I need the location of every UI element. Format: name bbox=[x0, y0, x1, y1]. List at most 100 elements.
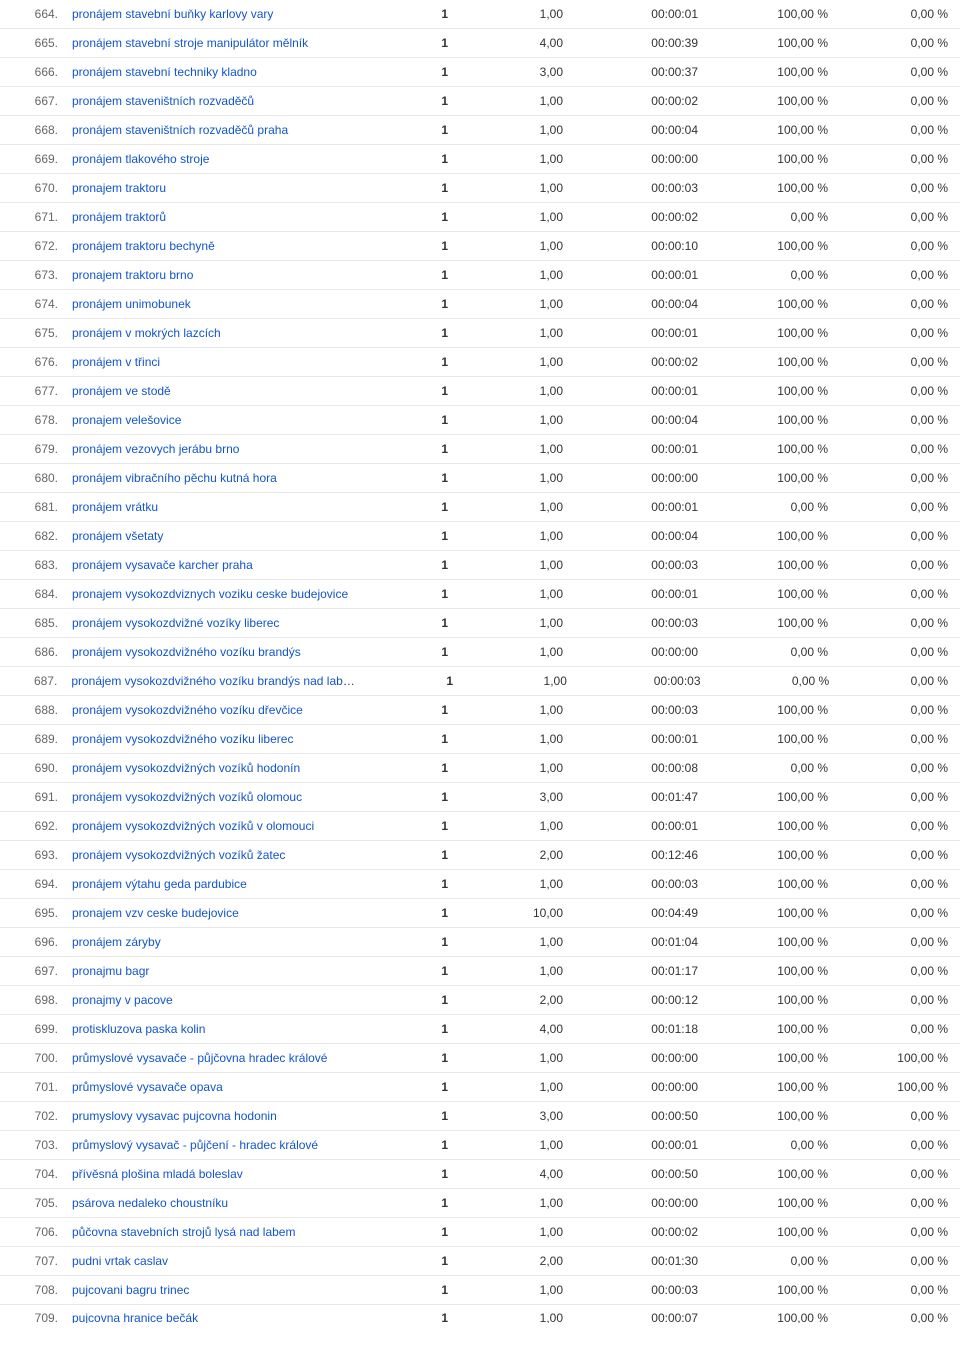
keyword-link[interactable]: pronájem vysokozdvižného vozíku liberec bbox=[72, 732, 293, 746]
keyword-link[interactable]: pronájem vezovych jerábu brno bbox=[72, 442, 239, 456]
keyword-link[interactable]: pronajem traktoru bbox=[72, 181, 166, 195]
metric-bounce-pct: 0,00 % bbox=[848, 65, 960, 79]
row-index: 697. bbox=[0, 964, 60, 978]
row-keyword-cell: pronájem staveništních rozvaděčů bbox=[60, 94, 358, 108]
table-row: 672.pronájem traktoru bechyně11,0000:00:… bbox=[0, 232, 960, 261]
row-keyword-cell: pronájem vysokozdvižného vozíku dřevčice bbox=[60, 703, 358, 717]
metric-pages-per-visit: 1,00 bbox=[473, 674, 587, 688]
table-row: 668.pronájem staveništních rozvaděčů pra… bbox=[0, 116, 960, 145]
metric-visits: 1 bbox=[358, 1080, 468, 1094]
row-keyword-cell: průmyslový vysavač - půjčení - hradec kr… bbox=[60, 1138, 358, 1152]
table-row: 691.pronájem vysokozdvižných vozíků olom… bbox=[0, 783, 960, 812]
keyword-link[interactable]: pronájem vysavače karcher praha bbox=[72, 558, 253, 572]
row-keyword-cell: pronájem vysokozdvižných vozíků hodonín bbox=[60, 761, 358, 775]
metric-pages-per-visit: 2,00 bbox=[468, 993, 583, 1007]
metric-visits: 1 bbox=[358, 529, 468, 543]
keyword-link[interactable]: přívěsná plošina mladá boleslav bbox=[72, 1167, 243, 1181]
keyword-link[interactable]: pronájem traktoru bechyně bbox=[72, 239, 215, 253]
metric-duration: 00:01:18 bbox=[583, 1022, 718, 1036]
metric-pages-per-visit: 1,00 bbox=[468, 384, 583, 398]
metric-new-visits-pct: 100,00 % bbox=[718, 297, 848, 311]
keyword-link[interactable]: pronájem traktorů bbox=[72, 210, 166, 224]
metric-duration: 00:00:04 bbox=[583, 529, 718, 543]
metric-bounce-pct: 0,00 % bbox=[848, 152, 960, 166]
keyword-link[interactable]: pronájem vysokozdvižných vozíků olomouc bbox=[72, 790, 302, 804]
keyword-link[interactable]: pronájem vysokozdvižného vozíku brandýs bbox=[72, 645, 301, 659]
row-index: 667. bbox=[0, 94, 60, 108]
keyword-link[interactable]: psárova nedaleko choustníku bbox=[72, 1196, 228, 1210]
keyword-link[interactable]: protiskluzova paska kolin bbox=[72, 1022, 205, 1036]
keyword-link[interactable]: pujcovani bagru trinec bbox=[72, 1283, 189, 1297]
row-keyword-cell: půčovna stavebních strojů lysá nad labem bbox=[60, 1225, 358, 1239]
metric-new-visits-pct: 100,00 % bbox=[718, 384, 848, 398]
metric-new-visits-pct: 100,00 % bbox=[718, 819, 848, 833]
metric-duration: 00:00:01 bbox=[583, 819, 718, 833]
metric-visits: 1 bbox=[358, 471, 468, 485]
keyword-link[interactable]: pronájem stavební buňky karlovy vary bbox=[72, 7, 273, 21]
metric-new-visits-pct: 100,00 % bbox=[718, 790, 848, 804]
metric-pages-per-visit: 1,00 bbox=[468, 1283, 583, 1297]
keyword-link[interactable]: pronájem záryby bbox=[72, 935, 161, 949]
keyword-link[interactable]: pronájem ve stodě bbox=[72, 384, 171, 398]
metric-duration: 00:01:04 bbox=[583, 935, 718, 949]
keyword-link[interactable]: pronájem staveništních rozvaděčů praha bbox=[72, 123, 288, 137]
keyword-link[interactable]: pronájem vysokozdvižných vozíků žatec bbox=[72, 848, 285, 862]
keyword-link[interactable]: průmyslové vysavače - půjčovna hradec kr… bbox=[72, 1051, 327, 1065]
keyword-link[interactable]: pudni vrtak caslav bbox=[72, 1254, 168, 1268]
row-index: 703. bbox=[0, 1138, 60, 1152]
keyword-link[interactable]: prumyslovy vysavac pujcovna hodonin bbox=[72, 1109, 277, 1123]
keyword-link[interactable]: pronájem stavební techniky kladno bbox=[72, 65, 257, 79]
keyword-link[interactable]: průmyslové vysavače opava bbox=[72, 1080, 223, 1094]
keyword-link[interactable]: pronájem v třinci bbox=[72, 355, 160, 369]
keyword-link[interactable]: pronajem velešovice bbox=[72, 413, 181, 427]
keyword-link[interactable]: pronájem unimobunek bbox=[72, 297, 191, 311]
keyword-link[interactable]: pronájem tlakového stroje bbox=[72, 152, 209, 166]
metric-new-visits-pct: 100,00 % bbox=[718, 1022, 848, 1036]
metric-new-visits-pct: 0,00 % bbox=[718, 761, 848, 775]
metric-bounce-pct: 0,00 % bbox=[848, 355, 960, 369]
row-keyword-cell: pronajem vysokozdviznych voziku ceske bu… bbox=[60, 587, 358, 601]
metric-new-visits-pct: 100,00 % bbox=[718, 1051, 848, 1065]
metric-bounce-pct: 0,00 % bbox=[848, 1225, 960, 1239]
metric-bounce-pct: 0,00 % bbox=[848, 7, 960, 21]
keyword-link[interactable]: pronájem staveništních rozvaděčů bbox=[72, 94, 254, 108]
metric-duration: 00:00:12 bbox=[583, 993, 718, 1007]
table-row: 702.prumyslovy vysavac pujcovna hodonin1… bbox=[0, 1102, 960, 1131]
keyword-link[interactable]: pronajmu bagr bbox=[72, 964, 149, 978]
metric-visits: 1 bbox=[358, 500, 468, 514]
keyword-link[interactable]: pronajem vysokozdviznych voziku ceske bu… bbox=[72, 587, 348, 601]
metric-new-visits-pct: 100,00 % bbox=[718, 181, 848, 195]
metric-duration: 00:00:01 bbox=[583, 268, 718, 282]
keyword-link[interactable]: půčovna stavebních strojů lysá nad labem bbox=[72, 1225, 295, 1239]
metric-visits: 1 bbox=[358, 703, 468, 717]
keyword-link[interactable]: pronájem vysokozdvižných vozíků v olomou… bbox=[72, 819, 314, 833]
metric-pages-per-visit: 1,00 bbox=[468, 645, 583, 659]
metric-bounce-pct: 0,00 % bbox=[848, 326, 960, 340]
keyword-link[interactable]: pronájem vysokozdvižného vozíku dřevčice bbox=[72, 703, 303, 717]
keyword-link[interactable]: pujcovna hranice bečák bbox=[72, 1311, 198, 1323]
table-row: 692.pronájem vysokozdvižných vozíků v ol… bbox=[0, 812, 960, 841]
metric-pages-per-visit: 1,00 bbox=[468, 500, 583, 514]
keyword-link[interactable]: pronájem v mokrých lazcích bbox=[72, 326, 221, 340]
keyword-link[interactable]: pronájem všetaty bbox=[72, 529, 163, 543]
keyword-link[interactable]: pronájem vysokozdvižného vozíku brandýs … bbox=[71, 674, 359, 688]
table-row: 705.psárova nedaleko choustníku11,0000:0… bbox=[0, 1189, 960, 1218]
keyword-link[interactable]: pronájem stavební stroje manipulátor měl… bbox=[72, 36, 308, 50]
metric-bounce-pct: 0,00 % bbox=[848, 500, 960, 514]
keyword-link[interactable]: pronájem vysokozdvižné vozíky liberec bbox=[72, 616, 279, 630]
keyword-link[interactable]: pronajem vzv ceske budejovice bbox=[72, 906, 239, 920]
keyword-link[interactable]: průmyslový vysavač - půjčení - hradec kr… bbox=[72, 1138, 318, 1152]
metric-new-visits-pct: 0,00 % bbox=[718, 1254, 848, 1268]
metric-new-visits-pct: 0,00 % bbox=[721, 674, 850, 688]
keyword-link[interactable]: pronajmy v pacove bbox=[72, 993, 173, 1007]
row-index: 666. bbox=[0, 65, 60, 79]
row-keyword-cell: prumyslovy vysavac pujcovna hodonin bbox=[60, 1109, 358, 1123]
keyword-link[interactable]: pronajem traktoru brno bbox=[72, 268, 193, 282]
keyword-link[interactable]: pronájem vibračního pěchu kutná hora bbox=[72, 471, 277, 485]
keyword-link[interactable]: pronájem vysokozdvižných vozíků hodonín bbox=[72, 761, 300, 775]
keyword-link[interactable]: pronájem výtahu geda pardubice bbox=[72, 877, 247, 891]
metric-pages-per-visit: 1,00 bbox=[468, 326, 583, 340]
keyword-link[interactable]: pronájem vrátku bbox=[72, 500, 158, 514]
metric-visits: 1 bbox=[358, 1138, 468, 1152]
metric-new-visits-pct: 100,00 % bbox=[718, 993, 848, 1007]
